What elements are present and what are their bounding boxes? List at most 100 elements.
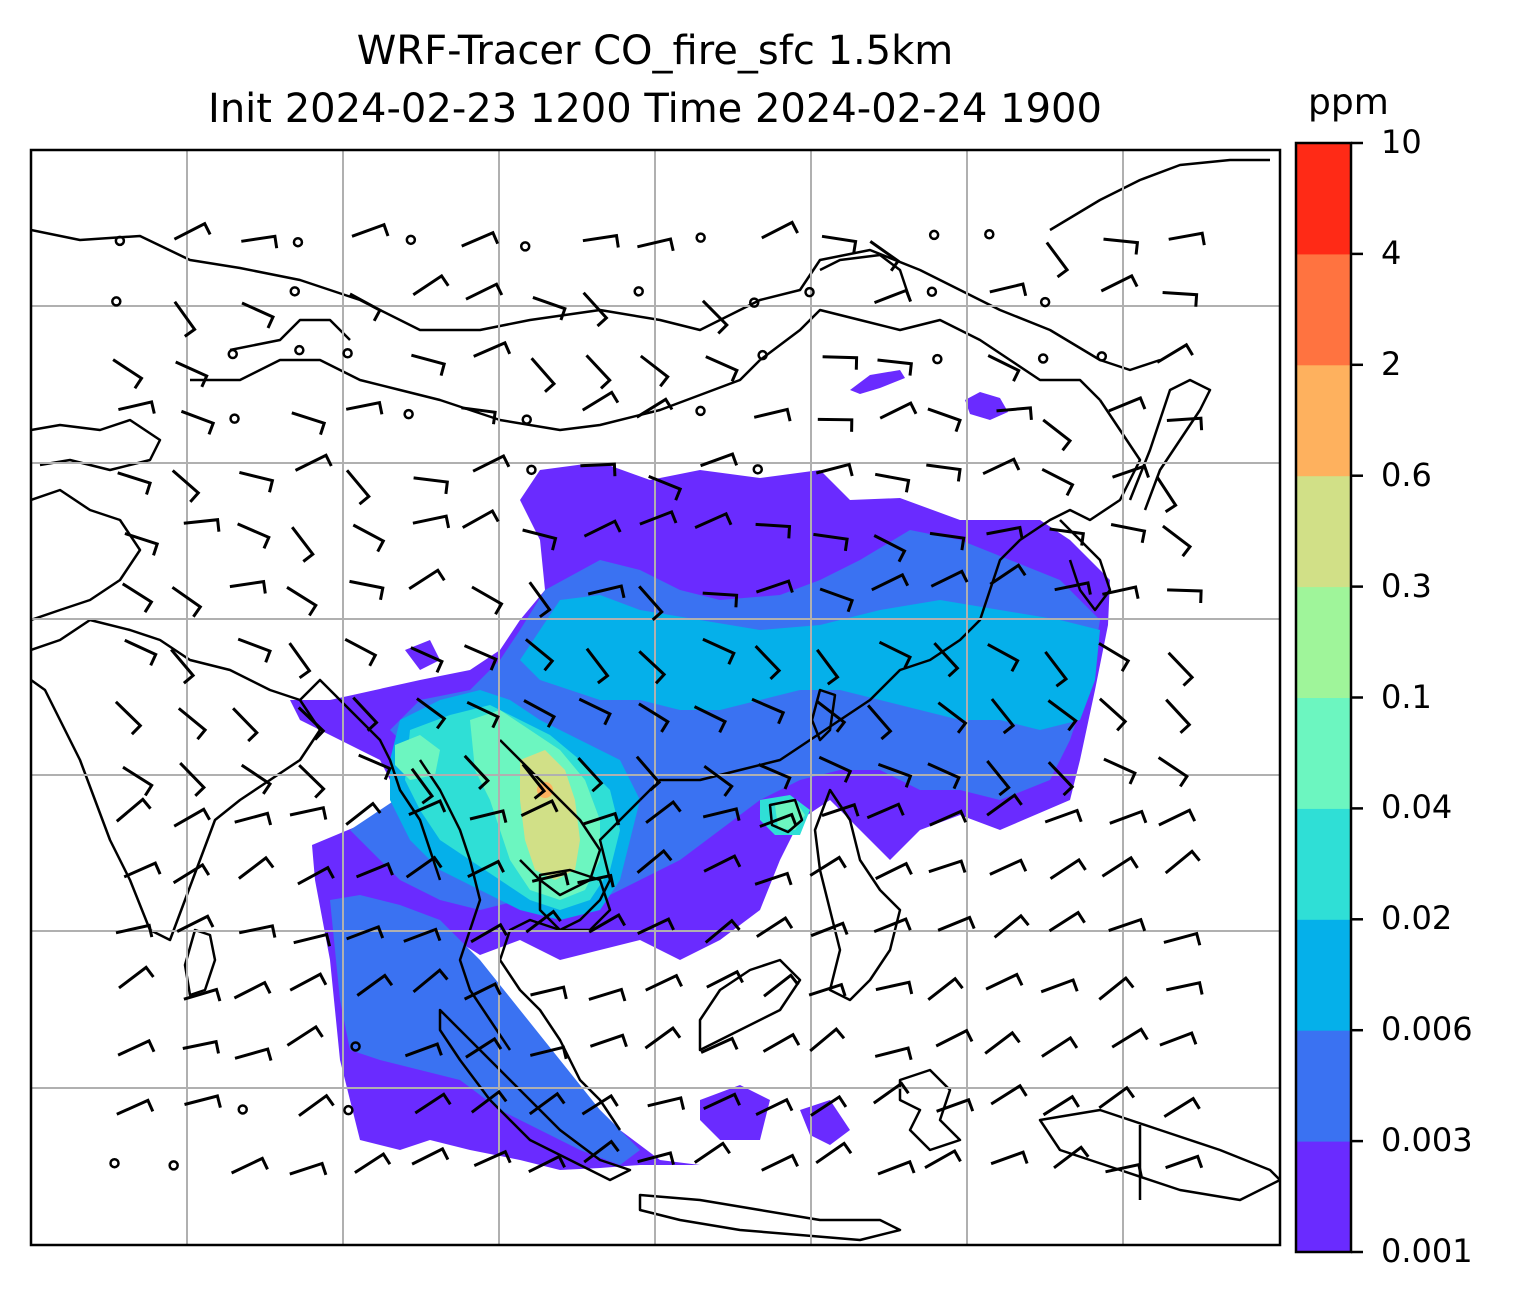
wind-barb xyxy=(183,987,222,1002)
wind-barb xyxy=(819,587,855,613)
wind-barb xyxy=(177,707,208,741)
wind-barb xyxy=(355,862,394,879)
wind-barb xyxy=(866,704,893,741)
colorbar-tick-label: 0.04 xyxy=(1381,788,1453,827)
wind-barb xyxy=(461,406,497,425)
wind-barb xyxy=(1108,917,1147,933)
wind-barb xyxy=(1165,981,1204,995)
wind-calm-marker xyxy=(521,414,532,425)
wind-barb xyxy=(700,452,739,468)
wind-barb xyxy=(933,642,960,678)
wind-barb xyxy=(581,390,620,412)
wind-calm-marker xyxy=(168,1160,179,1171)
wind-calm-marker xyxy=(343,1104,354,1116)
coast-borneo xyxy=(698,958,802,1052)
wind-barb xyxy=(701,299,729,335)
wind-barb xyxy=(354,1152,392,1174)
wind-barb xyxy=(577,756,604,793)
colorbar-tick-label: 2 xyxy=(1381,344,1402,383)
wind-barb xyxy=(648,475,683,501)
wind-barb xyxy=(930,569,969,588)
wind-barb xyxy=(588,987,627,1002)
wind-calm-marker xyxy=(932,353,943,365)
wind-barb xyxy=(818,755,853,783)
wind-barb xyxy=(755,1097,794,1116)
wind-barb xyxy=(234,1047,273,1062)
wind-barb xyxy=(705,355,739,382)
wind-calm-marker xyxy=(237,1104,248,1115)
border-cambodia xyxy=(538,868,612,932)
border-laos xyxy=(499,739,602,897)
wind-barb xyxy=(1112,464,1150,479)
wind-calm-marker xyxy=(111,296,122,307)
wind-barb xyxy=(647,1096,686,1110)
wind-barb xyxy=(241,301,275,329)
map-plot-area xyxy=(31,150,1280,1245)
field-blob-high-west xyxy=(395,735,440,780)
wind-barb xyxy=(291,411,327,436)
wind-barb xyxy=(1165,698,1192,734)
wind-barb xyxy=(345,469,371,506)
wind-barb xyxy=(875,980,914,995)
wind-barb xyxy=(993,913,1030,939)
wind-barb xyxy=(404,1042,443,1058)
wind-barb xyxy=(293,932,332,947)
wind-barb xyxy=(1100,273,1139,293)
colorbar xyxy=(1294,141,1363,1254)
wind-barb xyxy=(703,1092,741,1111)
wind-calm-marker xyxy=(229,413,240,424)
wind-barb xyxy=(753,407,792,422)
wind-calm-marker xyxy=(984,229,995,240)
wind-barb xyxy=(996,406,1033,421)
wind-barb xyxy=(172,862,211,885)
colorbar-segment xyxy=(1296,1141,1351,1253)
wind-barb xyxy=(702,591,739,608)
wind-barb xyxy=(234,811,273,826)
coast-philippines xyxy=(813,788,902,1002)
wind-barb xyxy=(183,518,221,532)
wind-barb xyxy=(532,295,567,321)
wind-barb xyxy=(410,767,435,805)
wind-barb xyxy=(585,354,612,390)
wind-barb xyxy=(291,526,315,563)
wind-barb xyxy=(358,753,392,781)
wind-barb xyxy=(990,698,1016,735)
wind-barb xyxy=(524,638,555,672)
colorbar-segment xyxy=(1296,1030,1351,1142)
wind-barb xyxy=(821,802,860,818)
wind-barb xyxy=(1165,1154,1204,1170)
wind-calm-marker xyxy=(342,348,353,359)
wind-barb xyxy=(1155,475,1178,514)
wind-barb xyxy=(1098,975,1135,1001)
wind-barb xyxy=(403,927,442,943)
wind-barb xyxy=(875,861,913,880)
wind-barb xyxy=(987,354,1021,382)
wind-barb xyxy=(878,640,913,669)
coast-taiwan xyxy=(810,688,837,742)
wind-barb xyxy=(123,861,162,879)
wind-barb xyxy=(580,462,617,477)
border-mongolia xyxy=(759,308,1101,401)
wind-barb xyxy=(583,519,622,538)
wind-barb xyxy=(816,700,847,733)
wind-barb xyxy=(471,585,504,616)
wind-barb xyxy=(638,650,667,685)
wind-barb xyxy=(520,799,559,817)
wind-barb xyxy=(877,358,913,376)
wind-barb xyxy=(232,707,259,743)
colorbar-tick-label: 4 xyxy=(1381,233,1402,272)
wind-barb xyxy=(1163,1096,1201,1118)
wind-barb xyxy=(408,799,447,816)
wind-barb xyxy=(182,1039,220,1054)
wind-barb xyxy=(230,1156,269,1175)
wind-barb xyxy=(936,1097,975,1113)
border-tibet xyxy=(31,228,1161,372)
wind-barb xyxy=(638,702,670,733)
wind-calm-marker xyxy=(748,297,760,308)
wind-barb xyxy=(1110,523,1147,544)
wind-barb xyxy=(877,1159,916,1176)
wind-calm-marker xyxy=(109,1157,120,1169)
wind-barb xyxy=(1054,581,1092,595)
wind-barb xyxy=(636,397,674,419)
